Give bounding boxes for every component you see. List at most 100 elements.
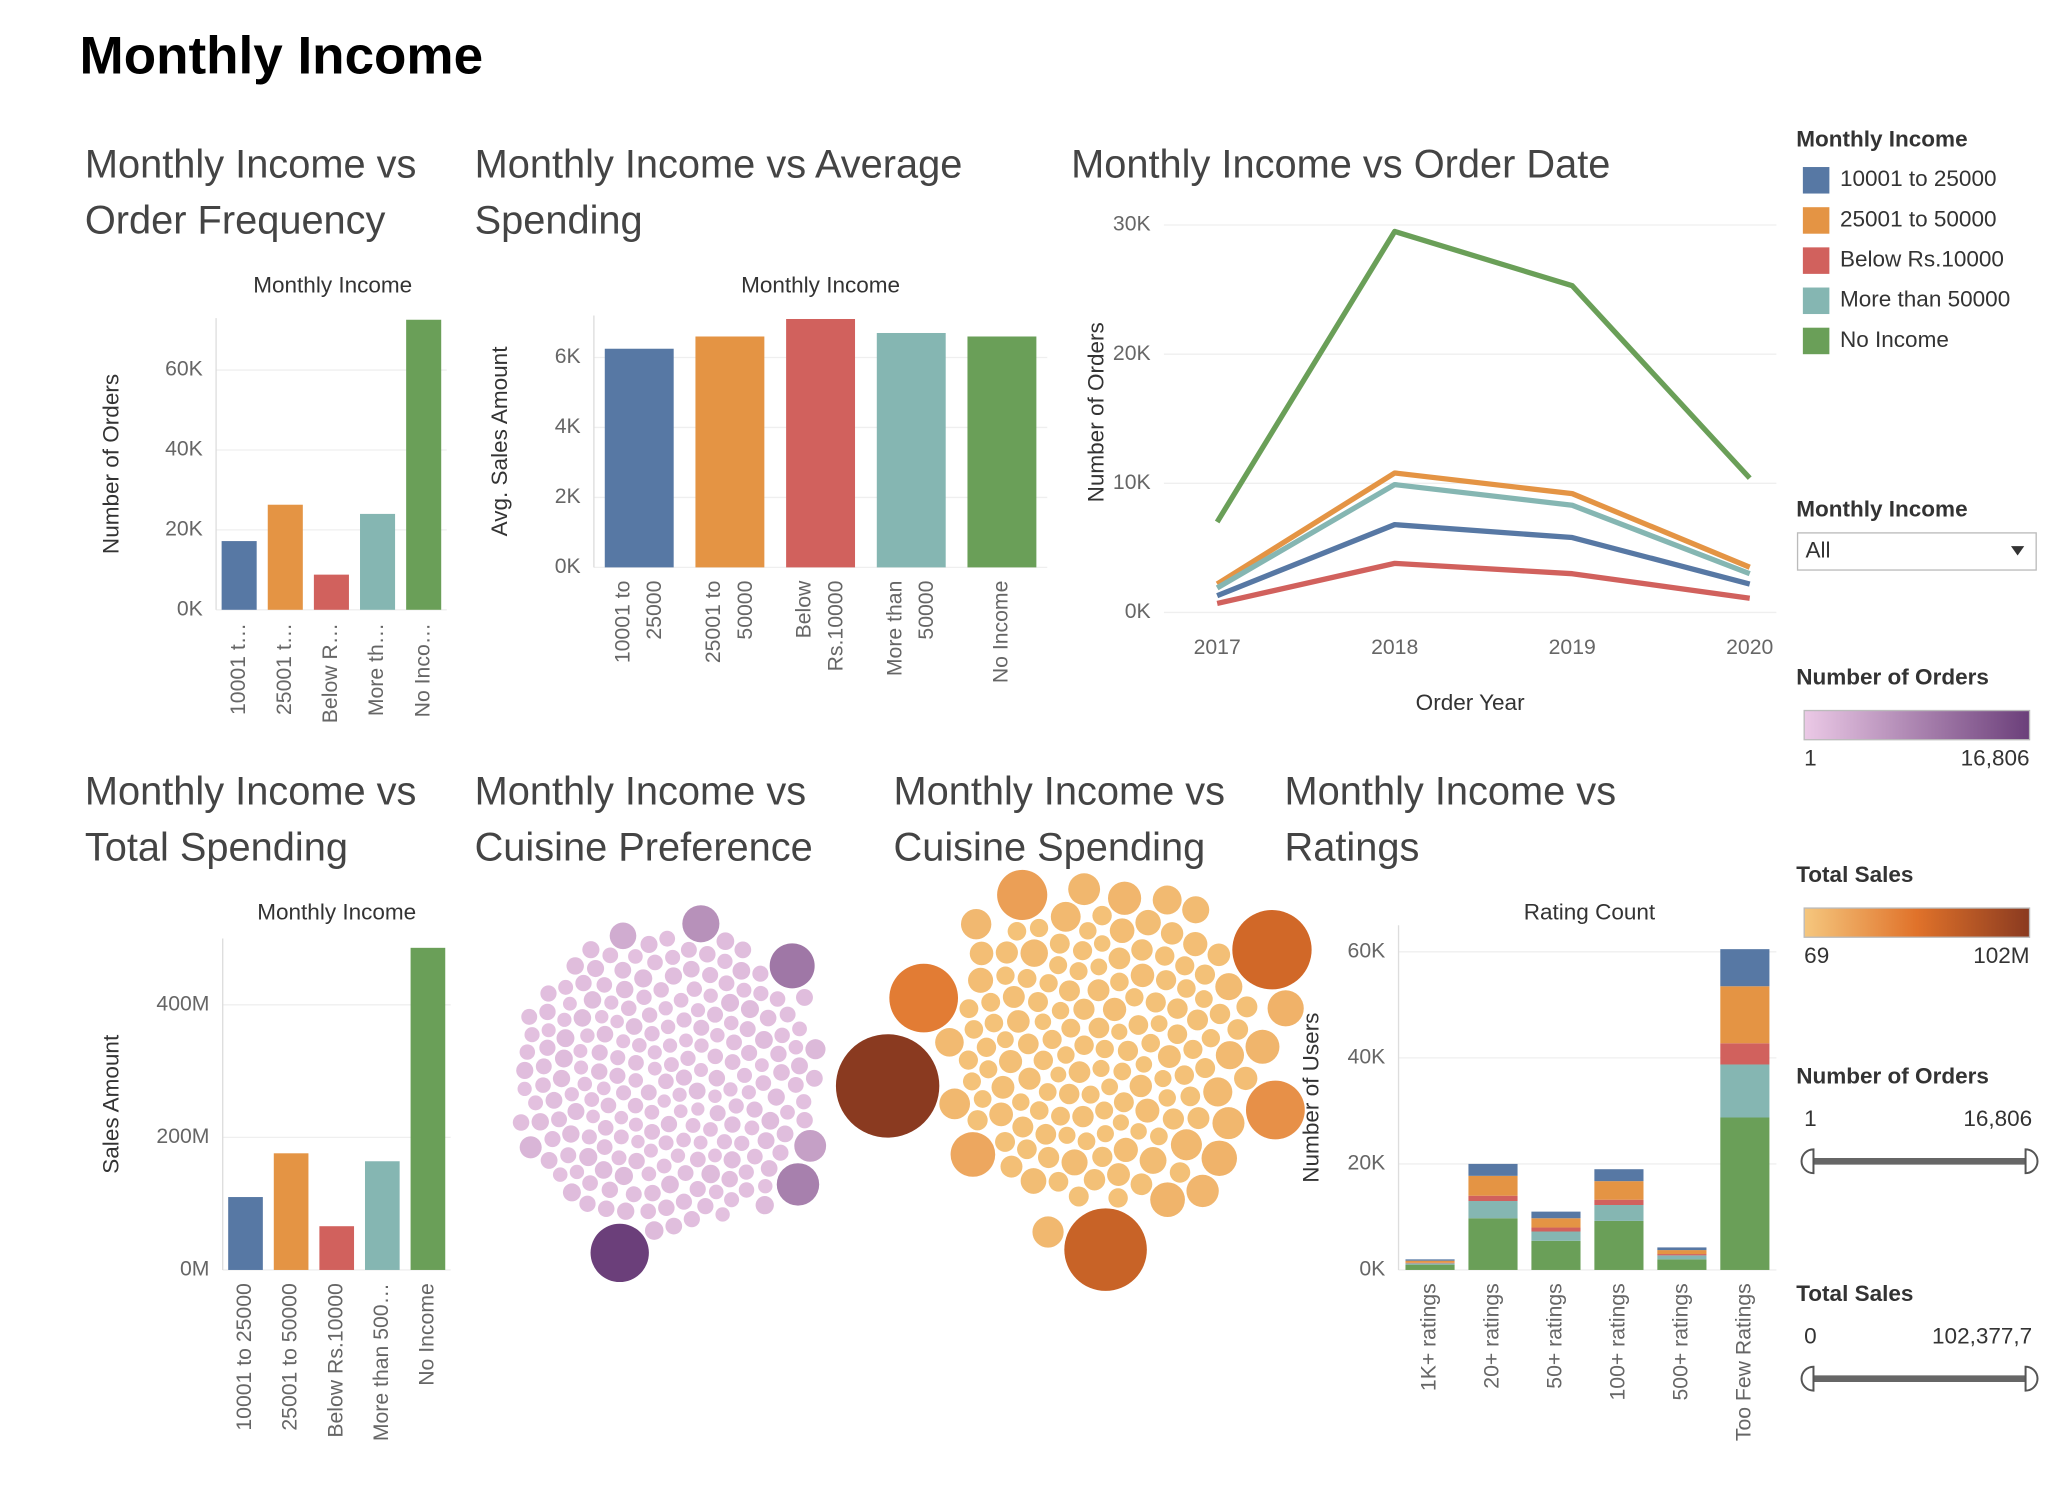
bubble (663, 1057, 679, 1073)
bubble (1130, 1123, 1147, 1140)
bubble (773, 1064, 790, 1081)
bubble (552, 1069, 571, 1088)
bubble (732, 961, 751, 980)
x-tick-label: 10001 t… (227, 623, 250, 715)
y-tick-label: 0K (1125, 600, 1151, 623)
filter-title: Monthly Income (1796, 496, 1967, 521)
dropdown[interactable] (1796, 532, 2037, 571)
bubble (628, 1073, 644, 1088)
bubble (694, 1063, 708, 1078)
bubble (1135, 1056, 1153, 1073)
bar-segment (1531, 1218, 1581, 1228)
bubble (1201, 1029, 1221, 1048)
bubble (583, 991, 602, 1009)
bubble (767, 1088, 785, 1106)
bubble (796, 1111, 813, 1129)
bubble (584, 1092, 600, 1107)
bubble (760, 1160, 778, 1177)
bar-segment (1594, 1181, 1644, 1200)
bubble (1042, 1029, 1062, 1050)
y-tick-label: 0M (180, 1258, 209, 1281)
bubble (1194, 964, 1216, 985)
line (1215, 470, 1751, 587)
bubble (769, 991, 786, 1007)
legend-label: No Income (1840, 327, 1949, 352)
bubble (1215, 1041, 1245, 1070)
bar (267, 504, 303, 610)
bubble (1017, 1033, 1039, 1055)
y-axis-title: Number of Orders (99, 374, 124, 554)
bubble (580, 1028, 595, 1043)
bubble (1096, 1125, 1114, 1143)
bubble (582, 941, 600, 959)
bubble (1245, 1029, 1280, 1064)
slider-handle[interactable] (1800, 1365, 1815, 1392)
title-box: Monthly Income vs Order Date (1071, 143, 1610, 187)
bubble (616, 1034, 631, 1049)
bubble (1051, 1001, 1070, 1020)
bubble (634, 969, 653, 988)
bubble (979, 1060, 998, 1079)
bubble (610, 1050, 626, 1066)
bubble (1079, 922, 1097, 940)
bubble (517, 1081, 532, 1097)
bubble (1108, 1188, 1128, 1208)
slider-max: 16,806 (1963, 1106, 2032, 1131)
slider-max: 102,377,7 (1932, 1324, 2032, 1349)
legend-swatch (1802, 207, 1830, 234)
y-tick-label: 10K (1113, 471, 1151, 494)
y-tick-label: 0K (1359, 1258, 1385, 1281)
bubble (973, 1090, 992, 1108)
bubble (628, 1054, 644, 1071)
bubble (984, 1013, 1004, 1033)
bubble (1072, 1105, 1094, 1128)
bubble (746, 1101, 763, 1118)
bubble (679, 1033, 693, 1048)
color-legend-title: Number of Orders (1796, 665, 1989, 690)
bubble (1203, 1077, 1233, 1107)
bubble (1088, 1017, 1110, 1039)
bubble (697, 1197, 714, 1215)
bubble (723, 1151, 741, 1169)
bubble (1058, 1083, 1080, 1105)
bubble (579, 1195, 596, 1212)
bubble (1117, 1040, 1139, 1061)
x-header: Monthly Income (741, 272, 900, 297)
slider-handle[interactable] (2024, 1365, 2039, 1392)
x-tick-label: 25001 to 50000 (279, 1283, 302, 1430)
x-tick-label: More th… (365, 623, 388, 716)
bubble (680, 1050, 696, 1066)
bubble (643, 1143, 658, 1158)
y-tick-label: 20K (1348, 1152, 1386, 1175)
bubble (716, 1134, 733, 1150)
bubble (1111, 1023, 1128, 1040)
bubble (1112, 1114, 1129, 1131)
bubble (573, 1009, 592, 1027)
bubble (1187, 1009, 1209, 1031)
bubble (1182, 896, 1210, 924)
title-box: Monthly Income vs Order Frequency (85, 143, 417, 242)
bubble (754, 1058, 769, 1073)
bubble (664, 967, 683, 985)
chart-title: Monthly Income vs Average Spending (474, 143, 963, 243)
bubble (964, 1020, 984, 1039)
bubble (682, 960, 700, 978)
bubble (1160, 922, 1184, 945)
slider-handle[interactable] (2024, 1148, 2039, 1175)
bubble (721, 1170, 738, 1188)
slider-min: 1 (1804, 1106, 1817, 1131)
bubble (738, 1182, 755, 1198)
bubble (631, 1134, 645, 1149)
x-tick-label: 25001 to 50000 (702, 581, 757, 664)
slider-handle[interactable] (1800, 1148, 1815, 1175)
bar (786, 318, 856, 568)
bubble (625, 1018, 643, 1035)
bubble (628, 949, 643, 964)
chart-title: Monthly Income vs Total Spending (84, 770, 417, 870)
y-tick-label: 60K (165, 358, 203, 381)
bubble (1110, 972, 1129, 992)
y-axis-title: Number of Orders (1084, 322, 1109, 502)
dropdown-arrow[interactable] (2010, 546, 2025, 556)
bubble (516, 1061, 534, 1080)
bubble (967, 1110, 988, 1131)
